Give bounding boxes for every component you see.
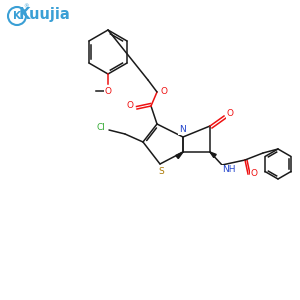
Text: Cl: Cl	[97, 124, 105, 133]
Text: O: O	[104, 86, 112, 95]
Text: Kuujia: Kuujia	[19, 8, 71, 22]
Text: O: O	[250, 169, 257, 178]
Text: O: O	[127, 101, 134, 110]
Text: ®: ®	[23, 4, 29, 10]
Text: K: K	[13, 11, 21, 21]
Polygon shape	[210, 152, 216, 158]
Text: NH: NH	[222, 166, 236, 175]
Text: N: N	[178, 125, 185, 134]
Text: O: O	[160, 86, 167, 95]
Text: S: S	[158, 167, 164, 176]
Text: O: O	[226, 110, 233, 118]
Polygon shape	[176, 152, 183, 158]
